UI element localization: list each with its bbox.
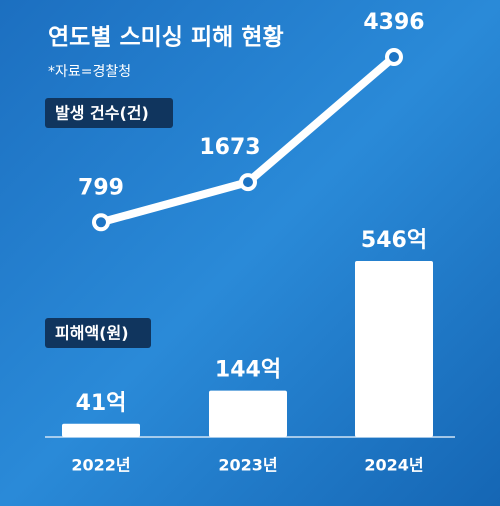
value-label: 1673 <box>199 135 260 160</box>
value-label: 144억 <box>215 358 281 383</box>
source: *자료=경찰청 <box>48 64 131 80</box>
point <box>385 48 403 66</box>
point <box>239 173 257 192</box>
x-tick-label: 2024년 <box>364 456 423 475</box>
value-label: 799 <box>78 175 124 200</box>
point <box>92 213 110 232</box>
value-label: 4396 <box>363 10 424 35</box>
x-tick-label: 2023년 <box>218 456 277 475</box>
bar <box>62 423 140 437</box>
series-label: 피해액(원) <box>55 324 129 343</box>
value-label: 41억 <box>76 391 127 416</box>
series-label: 발생 건수(건) <box>55 104 149 123</box>
x-tick-label: 2022년 <box>71 456 130 475</box>
bar <box>355 261 433 437</box>
bar <box>209 390 287 437</box>
label-box <box>45 98 173 128</box>
title: 연도별 스미싱 피해 현황 <box>48 25 284 51</box>
value-label: 546억 <box>361 228 427 253</box>
label-box <box>45 318 151 348</box>
